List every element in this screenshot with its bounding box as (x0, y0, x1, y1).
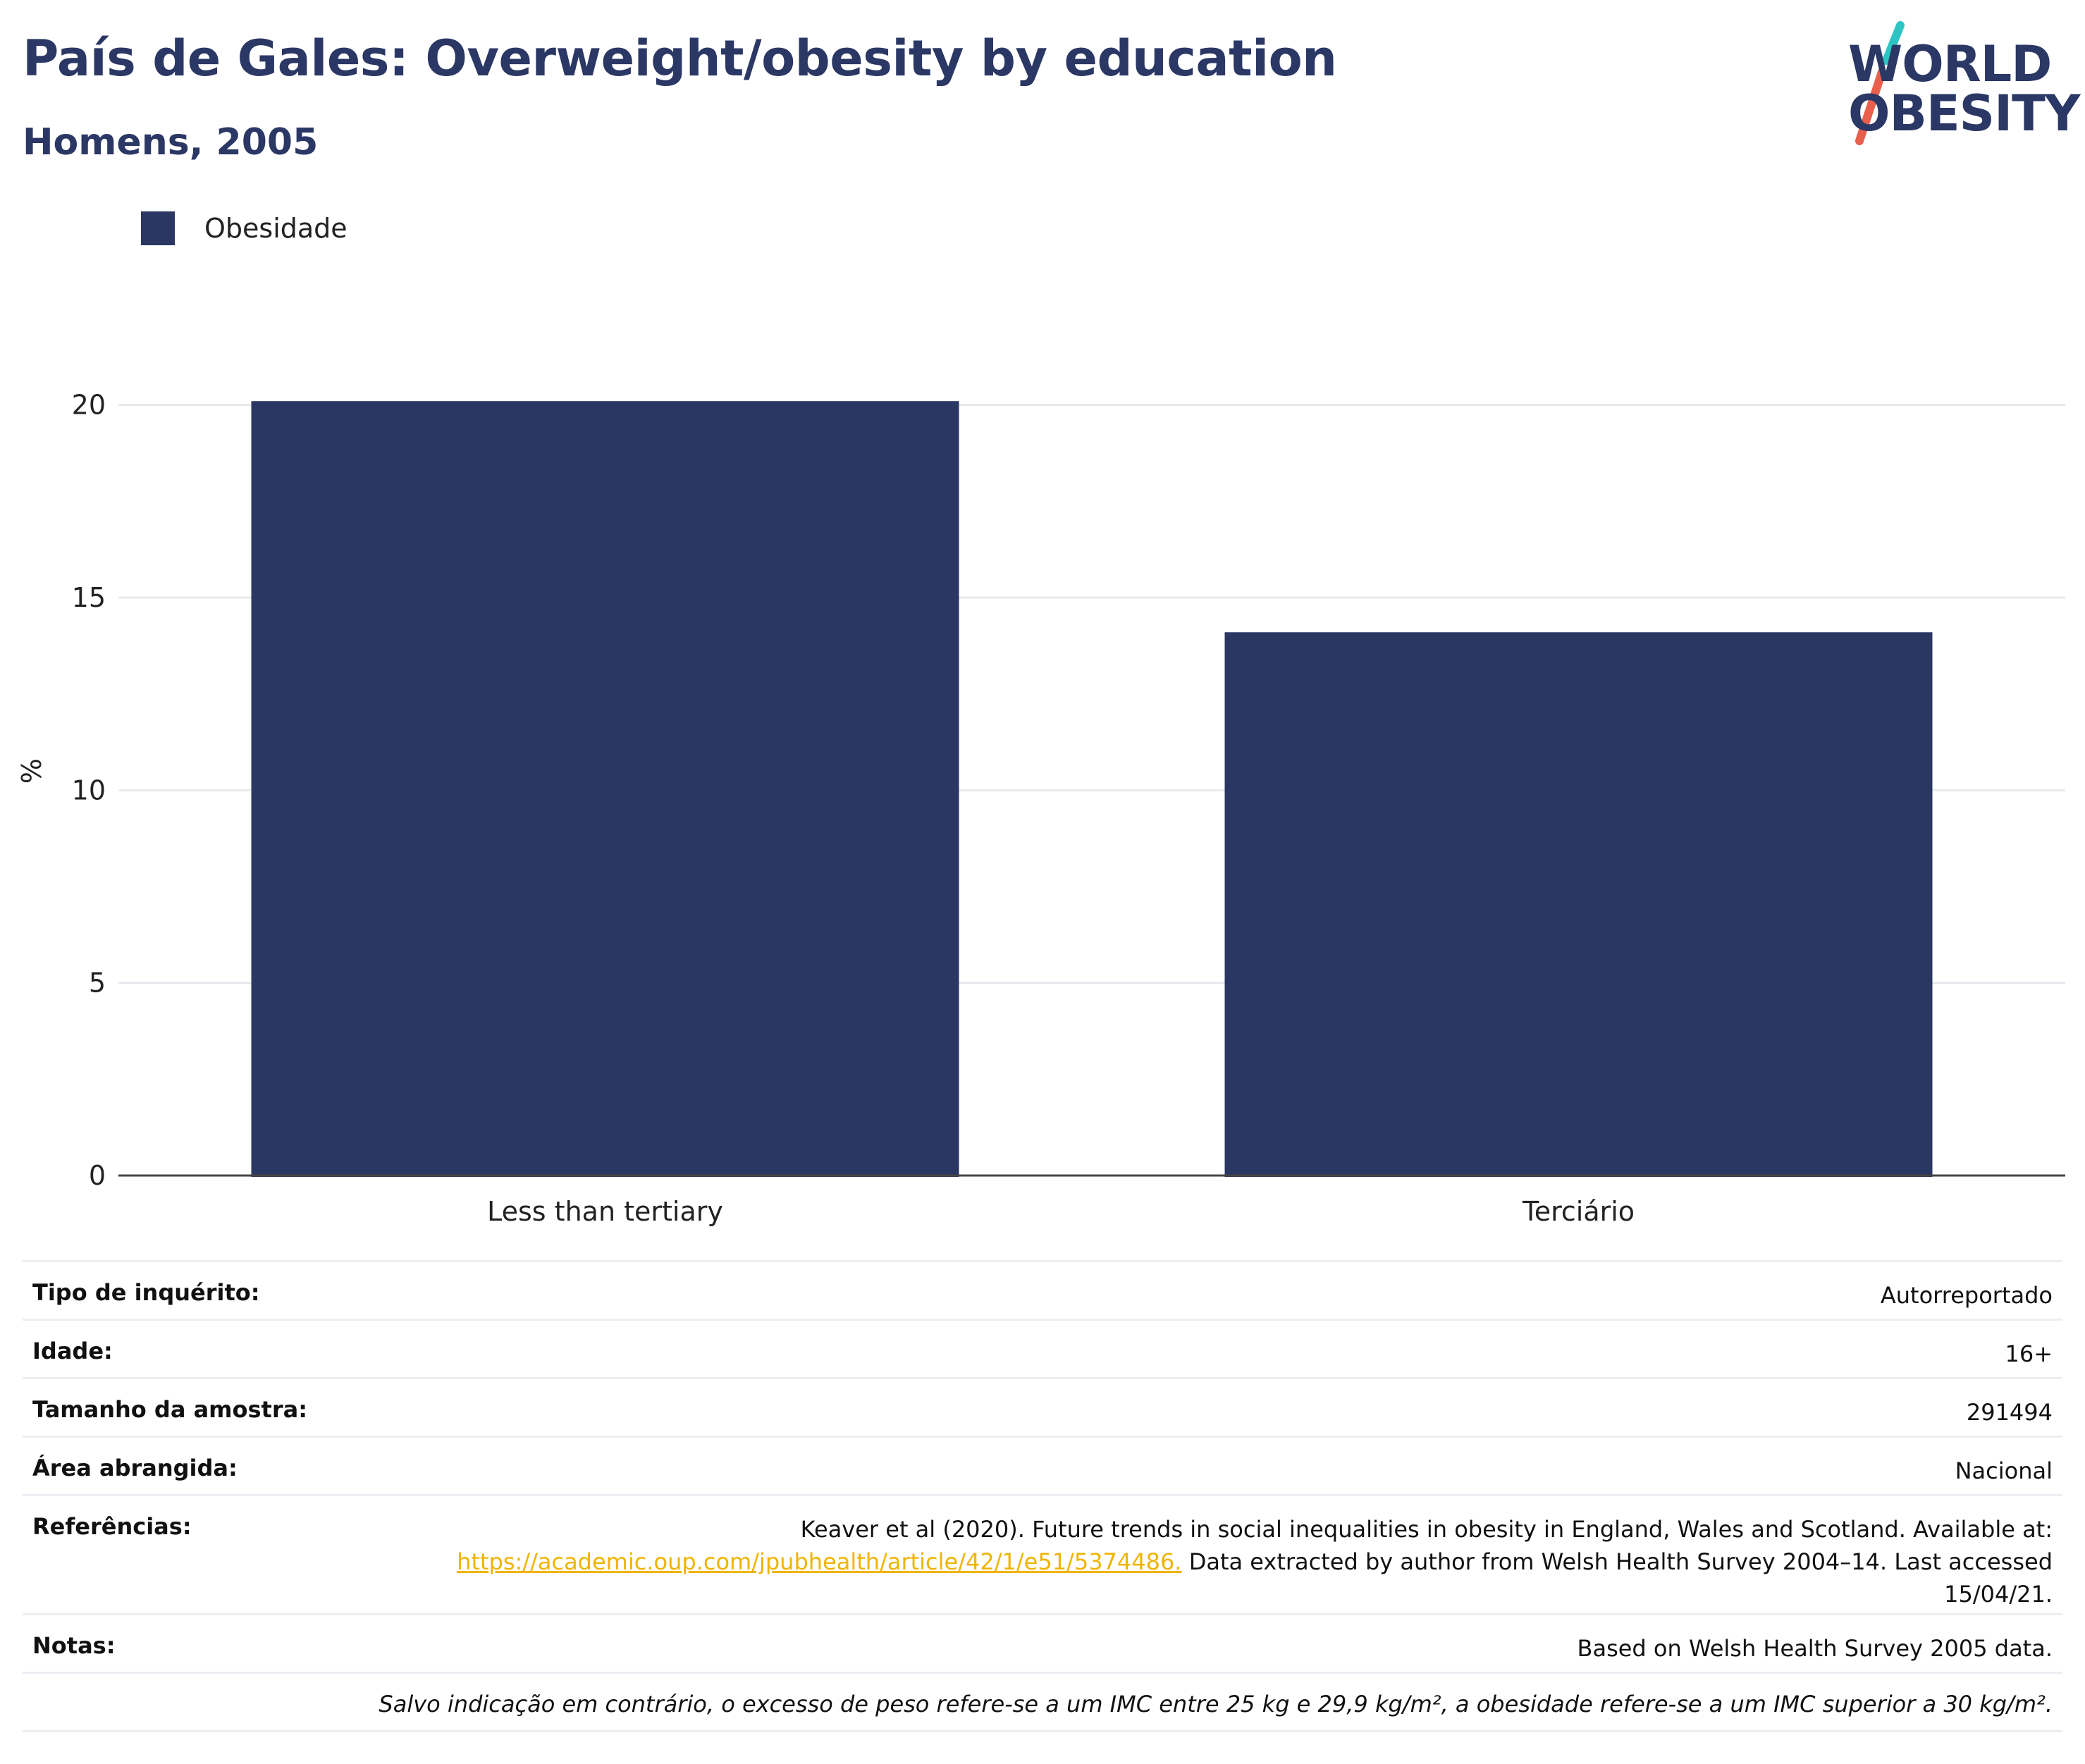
age-value: 16+ (338, 1319, 2062, 1378)
area-value: Nacional (338, 1436, 2062, 1495)
survey-info-table: Tipo de inquérito: Autorreportado Idade:… (23, 1260, 2062, 1732)
x-tick-label: Terciário (1522, 1196, 1635, 1226)
logo-word-world: WORLD (1848, 35, 2052, 93)
legend-swatch-obesidade[interactable] (141, 211, 175, 245)
sample-size-value: 291494 (338, 1377, 2062, 1437)
chart-subtitle: Homens, 2005 (23, 121, 319, 164)
info-row-references: Referências: Keaver et al (2020). Future… (23, 1494, 2062, 1615)
logo-slash-icon (1855, 21, 1905, 145)
bars (251, 401, 1933, 1178)
info-row-footnote: Salvo indicação em contrário, o excesso … (23, 1672, 2062, 1732)
info-row-age: Idade: 16+ (23, 1319, 2062, 1378)
sample-size-label: Tamanho da amostra: (23, 1377, 338, 1437)
x-tick-label: Less than tertiary (487, 1196, 723, 1226)
references-link[interactable]: https://academic.oup.com/jpubhealth/arti… (457, 1548, 1182, 1575)
y-tick-label: 5 (89, 968, 106, 999)
info-row-notes: Notas: Based on Welsh Health Survey 2005… (23, 1613, 2062, 1673)
y-tick-label: 0 (89, 1160, 106, 1191)
references-text-before: Keaver et al (2020). Future trends in so… (800, 1516, 2053, 1543)
survey-type-value: Autorreportado (338, 1260, 2062, 1320)
area-label: Área abrangida: (23, 1436, 338, 1495)
footnote-text: Salvo indicação em contrário, o excesso … (23, 1672, 2062, 1732)
bar-2[interactable] (1224, 632, 1933, 1177)
x-axis-ticks: Less than tertiary Terciário (487, 1196, 1635, 1226)
y-tick-label: 10 (72, 775, 106, 806)
references-text-after: Data extracted by author from Welsh Heal… (1188, 1548, 2053, 1608)
info-row-area: Área abrangida: Nacional (23, 1436, 2062, 1495)
bar-chart: 0 5 10 15 20 Less than tertiary Terciário % (16, 390, 2065, 1226)
info-row-sample-size: Tamanho da amostra: 291494 (23, 1377, 2062, 1437)
age-label: Idade: (23, 1319, 338, 1378)
chart-title: País de Gales: Overweight/obesity by edu… (23, 30, 1337, 87)
y-axis-label: % (16, 758, 47, 784)
survey-type-label: Tipo de inquérito: (23, 1260, 338, 1320)
references-value: Keaver et al (2020). Future trends in so… (338, 1494, 2062, 1615)
y-tick-label: 15 (72, 582, 106, 613)
notes-value: Based on Welsh Health Survey 2005 data. (338, 1613, 2062, 1673)
legend-label-obesidade[interactable]: Obesidade (204, 213, 348, 244)
world-obesity-logo[interactable]: WORLD OBESITY (1840, 21, 2081, 148)
logo-word-obesity: OBESITY (1848, 85, 2081, 142)
y-axis-ticks: 0 5 10 15 20 (72, 390, 106, 1191)
y-tick-label: 20 (72, 390, 106, 421)
notes-label: Notas: (23, 1613, 338, 1673)
references-label: Referências: (23, 1494, 338, 1615)
bar-1[interactable] (251, 401, 959, 1178)
info-row-survey-type: Tipo de inquérito: Autorreportado (23, 1260, 2062, 1320)
